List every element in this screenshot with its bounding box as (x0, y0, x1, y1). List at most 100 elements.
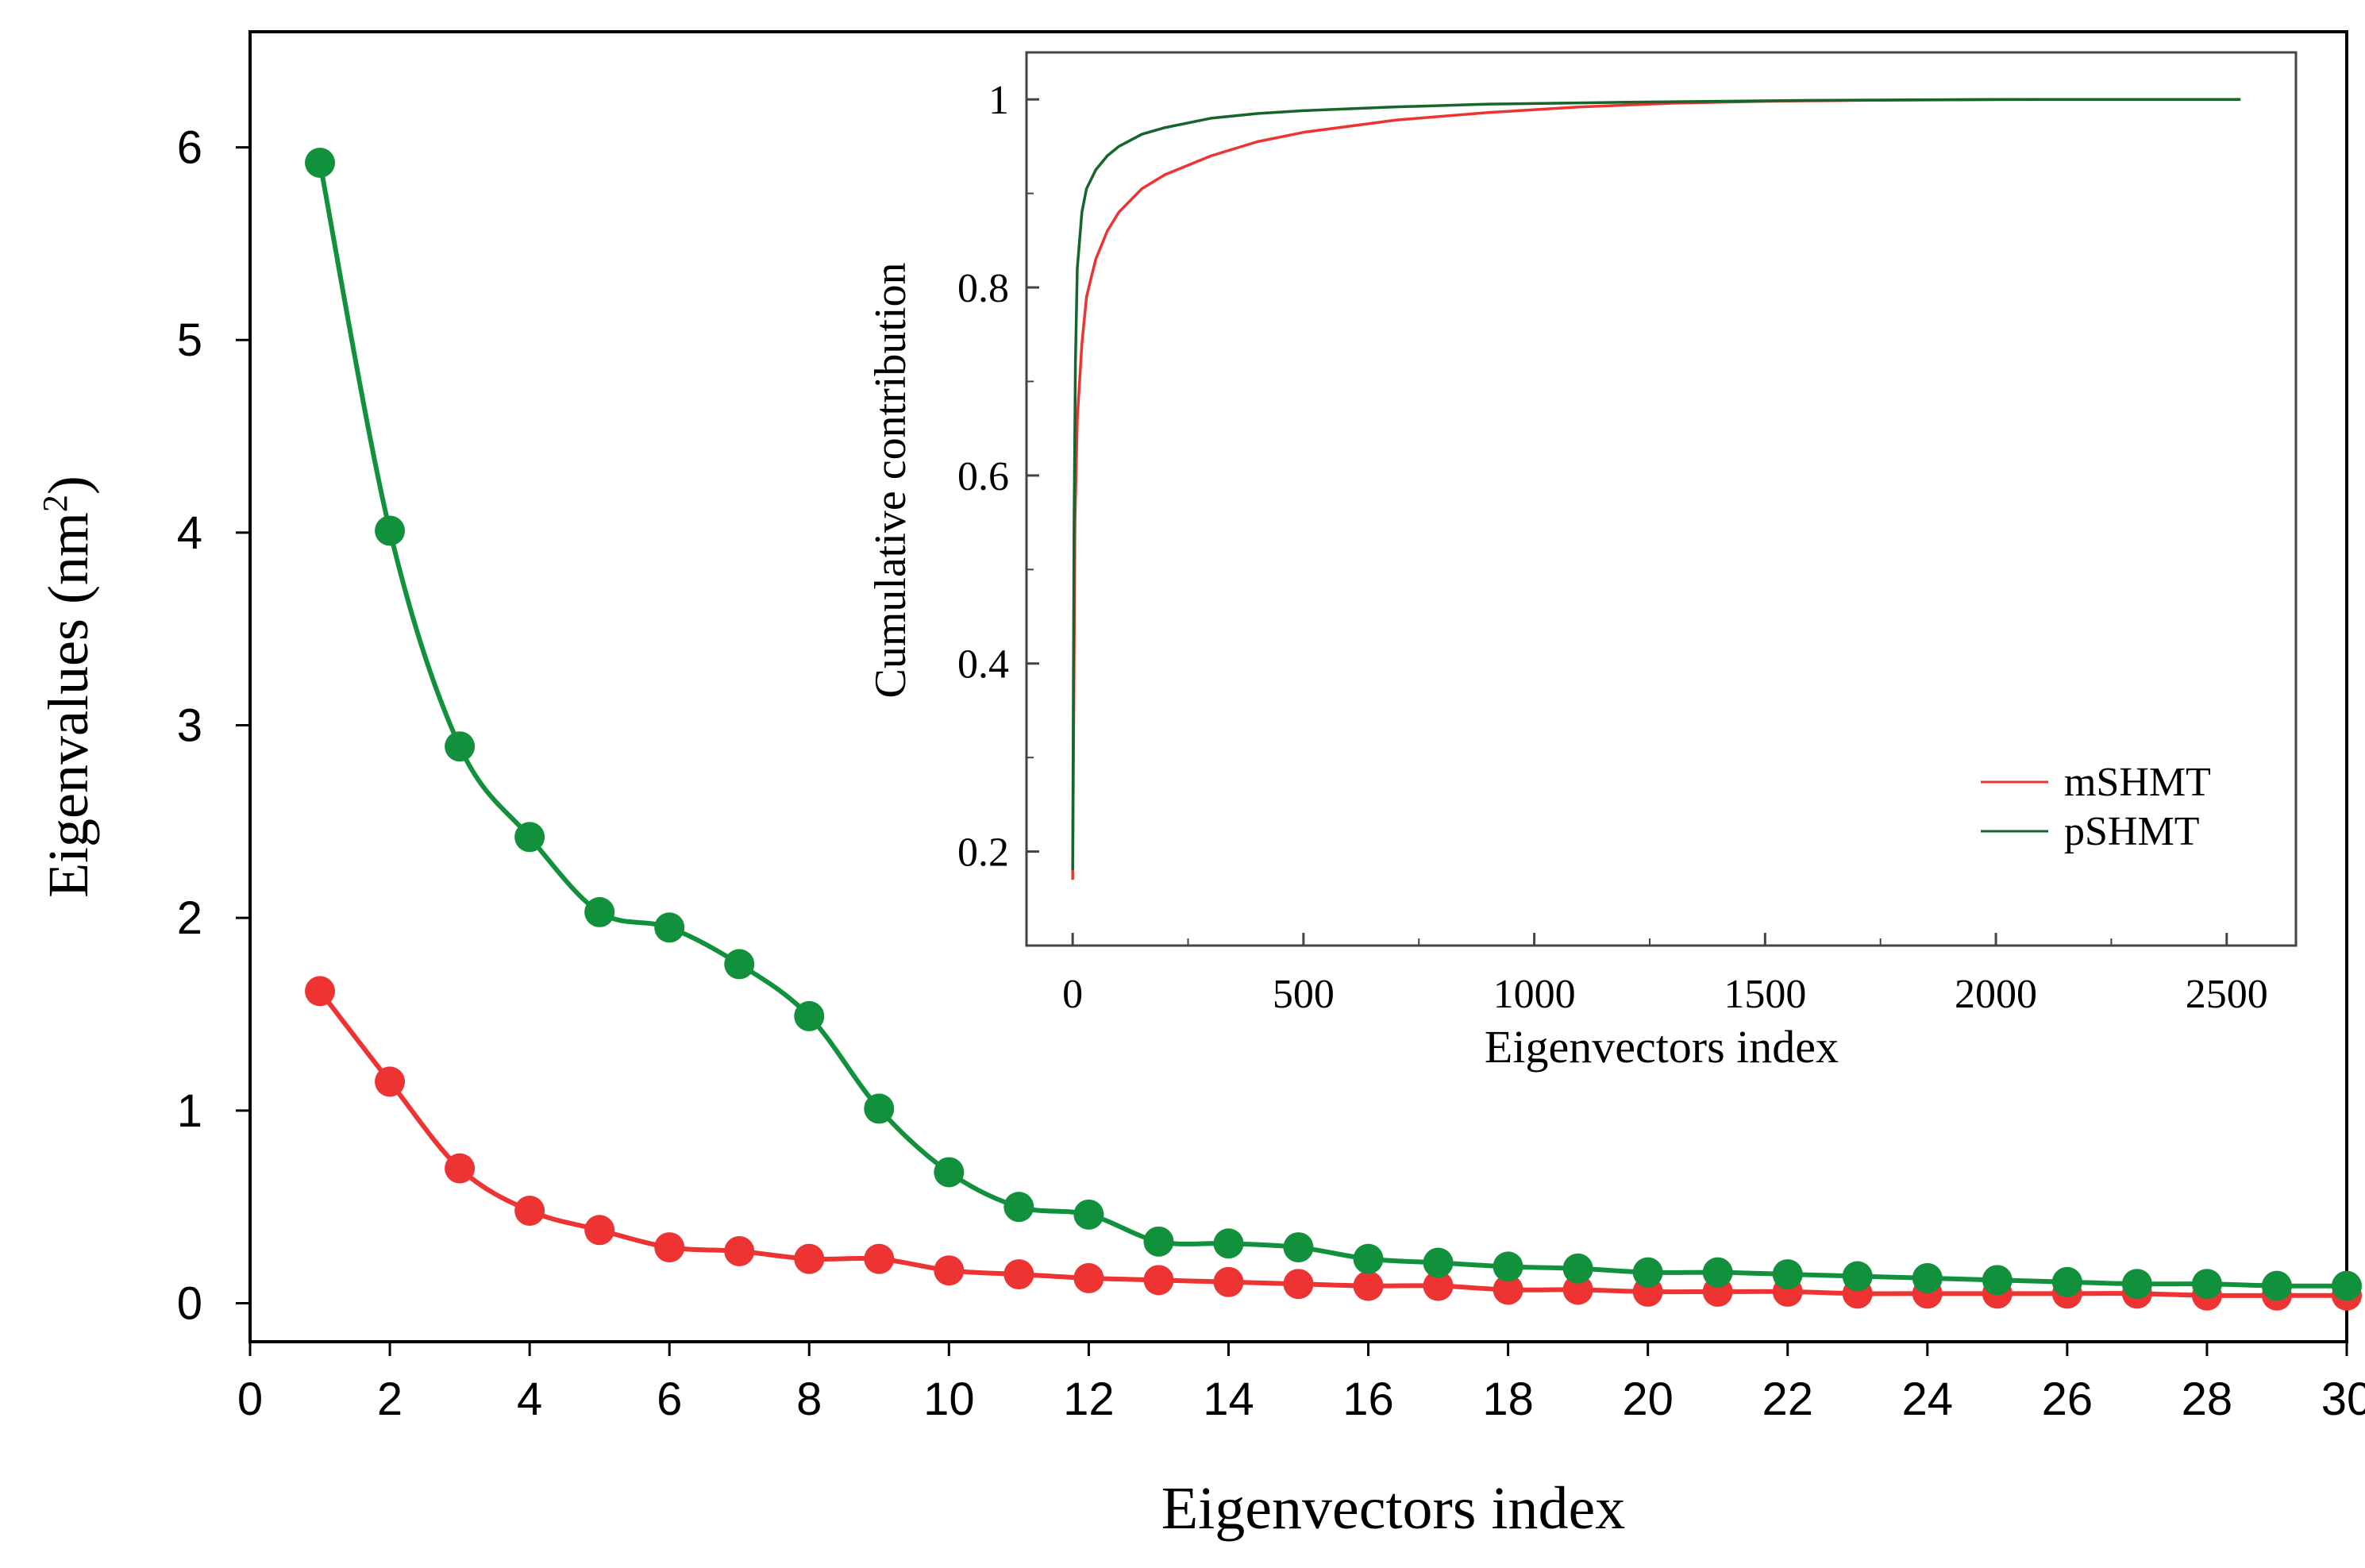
main-x-tick-label: 12 (1063, 1373, 1115, 1425)
main-point-mshmt (1562, 1274, 1593, 1305)
main-y-tick-label: 6 (177, 122, 202, 174)
main-point-pshmt (584, 896, 615, 927)
inset-y-axis-label: Cumulative contribution (866, 262, 915, 698)
main-point-pshmt (1632, 1257, 1663, 1288)
main-point-pshmt (375, 515, 406, 546)
inset-line-pshmt (1071, 98, 2241, 871)
inset-y-tick-label: 0.8 (957, 266, 1009, 311)
main-point-pshmt (934, 1157, 965, 1188)
main-y-tick-label: 0 (177, 1277, 202, 1329)
inset-x-tick-label: 1500 (1724, 972, 1806, 1017)
main-y-tick-label: 5 (177, 314, 202, 366)
inset-y-tick-label: 0.6 (957, 454, 1009, 499)
main-point-pshmt (1982, 1265, 2013, 1296)
main-x-tick-label: 2 (377, 1373, 403, 1425)
main-x-tick-label: 30 (2321, 1373, 2365, 1425)
main-x-tick-label: 4 (517, 1373, 542, 1425)
main-point-mshmt (1073, 1262, 1104, 1293)
main-y-axis-label-text: Eigenvalues (nm (37, 512, 100, 898)
main-point-pshmt (1283, 1232, 1314, 1263)
main-point-pshmt (1562, 1253, 1593, 1284)
inset-chart: 0 500 1000 1500 2000 2500 0.2 0.4 0.6 0.8 1 Eigenv… (866, 51, 2298, 1073)
main-y-tick-label: 1 (177, 1085, 202, 1137)
main-y-tick-label: 2 (177, 892, 202, 944)
inset-x-axis-label: Eigenvectors index (1485, 1021, 1839, 1073)
main-point-mshmt (1423, 1270, 1454, 1301)
main-point-mshmt (1213, 1266, 1244, 1297)
main-x-tick-label: 8 (796, 1373, 822, 1425)
main-x-tick-label: 18 (1482, 1373, 1534, 1425)
main-x-tick-label: 20 (1622, 1373, 1674, 1425)
main-point-pshmt (2191, 1269, 2222, 1300)
main-x-tick-label: 0 (237, 1373, 263, 1425)
inset-y-tick-label: 1 (988, 78, 1009, 123)
legend-label-mshmt: mSHMT (2064, 760, 2211, 805)
main-x-tick-label: 22 (1762, 1373, 1813, 1425)
main-point-mshmt (864, 1243, 895, 1274)
main-point-pshmt (864, 1093, 895, 1124)
main-point-pshmt (724, 949, 755, 980)
inset-legend: mSHMT pSHMT (1981, 760, 2211, 854)
main-point-mshmt (1353, 1270, 1384, 1301)
inset-y-tick-label: 0.4 (957, 642, 1009, 688)
main-y-tick-label: 3 (177, 700, 202, 752)
main-point-pshmt (1912, 1262, 1943, 1293)
main-point-mshmt (1143, 1265, 1174, 1296)
inset-plot-frame (1025, 51, 2298, 947)
main-point-pshmt (1842, 1261, 1873, 1292)
main-y-axis-label: Eigenvalues (nm2) (36, 476, 100, 898)
main-point-mshmt (584, 1215, 615, 1246)
main-point-mshmt (934, 1255, 965, 1286)
main-point-mshmt (794, 1243, 825, 1274)
main-point-pshmt (2051, 1266, 2082, 1297)
main-point-mshmt (724, 1235, 755, 1266)
main-point-mshmt (1003, 1259, 1034, 1290)
main-point-pshmt (1003, 1192, 1034, 1223)
main-point-mshmt (305, 976, 336, 1007)
inset-x-tick-label: 1000 (1493, 972, 1576, 1017)
main-point-mshmt (654, 1232, 685, 1263)
main-series-layer (305, 148, 2362, 1311)
main-x-tick-label: 26 (2042, 1373, 2093, 1425)
main-point-pshmt (305, 148, 336, 178)
main-point-pshmt (654, 912, 685, 943)
main-point-mshmt (514, 1196, 545, 1226)
main-point-pshmt (1423, 1247, 1454, 1278)
main-x-tick-label: 16 (1342, 1373, 1394, 1425)
main-y-axis-label-close: ) (37, 476, 100, 495)
main-point-pshmt (514, 822, 545, 853)
main-point-pshmt (1143, 1226, 1174, 1257)
main-point-mshmt (1283, 1269, 1314, 1300)
main-point-mshmt (375, 1066, 406, 1097)
main-point-pshmt (1353, 1243, 1384, 1274)
main-point-mshmt (1493, 1274, 1523, 1305)
main-point-pshmt (2121, 1269, 2152, 1300)
main-point-pshmt (1493, 1251, 1523, 1282)
inset-x-tick-label: 0 (1062, 972, 1083, 1017)
inset-x-tick-label: 2000 (1955, 972, 2037, 1017)
main-x-tick-label: 6 (657, 1373, 682, 1425)
main-point-pshmt (1213, 1228, 1244, 1259)
main-y-tick-label: 4 (177, 507, 202, 559)
inset-line-mshmt (1071, 98, 2043, 880)
inset-x-tick-label: 2500 (2186, 972, 2268, 1017)
inset-y-tick-label: 0.2 (957, 830, 1009, 876)
main-point-pshmt (794, 1000, 825, 1031)
main-point-pshmt (1702, 1257, 1733, 1288)
main-x-tick-label: 28 (2182, 1373, 2233, 1425)
main-x-tick-label: 14 (1203, 1373, 1254, 1425)
main-point-mshmt (445, 1153, 476, 1184)
legend-label-pshmt: pSHMT (2064, 809, 2199, 854)
main-x-axis-label: Eigenvectors index (1161, 1475, 1626, 1542)
inset-x-tick-label: 500 (1273, 972, 1335, 1017)
main-x-tick-label: 24 (1902, 1373, 1954, 1425)
main-point-pshmt (1073, 1199, 1104, 1230)
main-x-tick-label: 10 (923, 1373, 975, 1425)
main-point-pshmt (445, 731, 476, 762)
main-line-mshmt (318, 989, 2347, 1298)
main-plot-frame (248, 30, 2348, 1343)
main-y-axis-label-superscript: 2 (36, 495, 75, 512)
